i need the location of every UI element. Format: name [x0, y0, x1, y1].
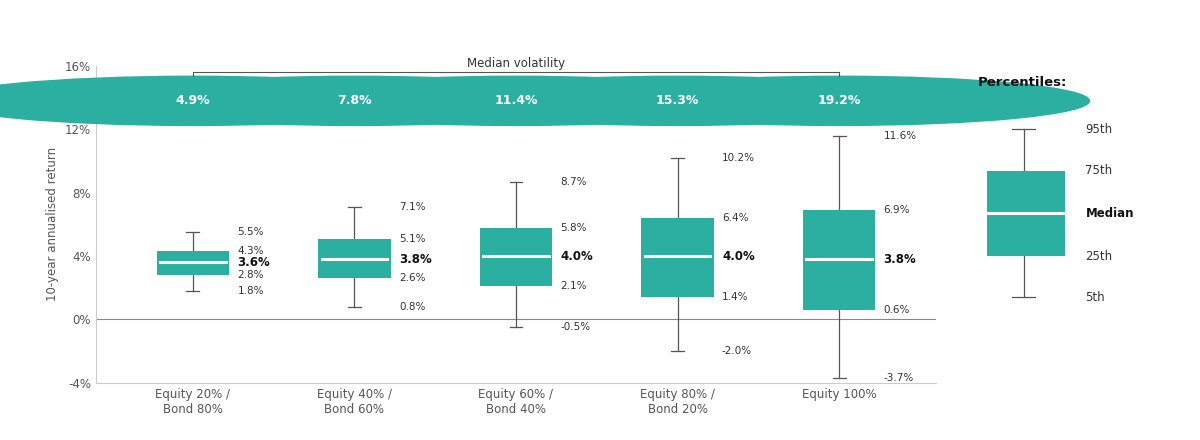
Circle shape	[427, 76, 928, 125]
Text: 3.8%: 3.8%	[398, 253, 432, 266]
Text: 5.1%: 5.1%	[398, 234, 425, 244]
Text: Percentiles:: Percentiles:	[978, 76, 1068, 88]
Text: 3.8%: 3.8%	[883, 253, 917, 266]
Text: -0.5%: -0.5%	[560, 323, 590, 332]
Text: 3.6%: 3.6%	[238, 256, 270, 269]
Text: 2.1%: 2.1%	[560, 281, 587, 291]
Circle shape	[0, 76, 443, 125]
Text: -3.7%: -3.7%	[883, 373, 913, 383]
Text: 2.8%: 2.8%	[238, 270, 264, 280]
Circle shape	[265, 76, 767, 125]
Bar	[803, 210, 876, 310]
Circle shape	[589, 76, 1090, 125]
Text: 2.6%: 2.6%	[398, 273, 425, 283]
Text: 4.0%: 4.0%	[560, 249, 593, 263]
Bar	[156, 251, 229, 275]
Text: 7.8%: 7.8%	[337, 94, 372, 107]
Text: 6.4%: 6.4%	[722, 213, 749, 223]
Bar	[641, 218, 714, 297]
Text: 5.8%: 5.8%	[560, 223, 587, 233]
Text: 4.0%: 4.0%	[722, 249, 755, 263]
Bar	[988, 171, 1064, 256]
Text: 8.7%: 8.7%	[560, 176, 587, 187]
Text: 25th: 25th	[1086, 249, 1112, 263]
Circle shape	[104, 76, 605, 125]
Text: Median: Median	[1086, 207, 1134, 220]
Text: -2.0%: -2.0%	[722, 346, 752, 356]
Text: 19.2%: 19.2%	[817, 94, 860, 107]
Text: 75th: 75th	[1086, 164, 1112, 177]
Text: 0.8%: 0.8%	[398, 302, 425, 312]
Text: 1.8%: 1.8%	[238, 286, 264, 296]
Text: 4.9%: 4.9%	[175, 94, 210, 107]
Bar	[480, 227, 552, 286]
Y-axis label: 10-year annualised return: 10-year annualised return	[47, 147, 60, 301]
Text: 11.4%: 11.4%	[494, 94, 538, 107]
Text: 5.5%: 5.5%	[238, 227, 264, 237]
Text: Median volatility: Median volatility	[467, 57, 565, 70]
Bar	[318, 238, 391, 278]
Text: 10.2%: 10.2%	[722, 153, 755, 163]
Text: 95th: 95th	[1086, 123, 1112, 136]
Text: 6.9%: 6.9%	[883, 205, 910, 215]
Text: 0.6%: 0.6%	[883, 305, 910, 315]
Text: 7.1%: 7.1%	[398, 202, 425, 212]
Text: 11.6%: 11.6%	[883, 131, 917, 141]
Text: 15.3%: 15.3%	[656, 94, 700, 107]
Text: 4.3%: 4.3%	[238, 246, 264, 257]
Text: 1.4%: 1.4%	[722, 292, 749, 302]
Text: 5th: 5th	[1086, 291, 1105, 304]
